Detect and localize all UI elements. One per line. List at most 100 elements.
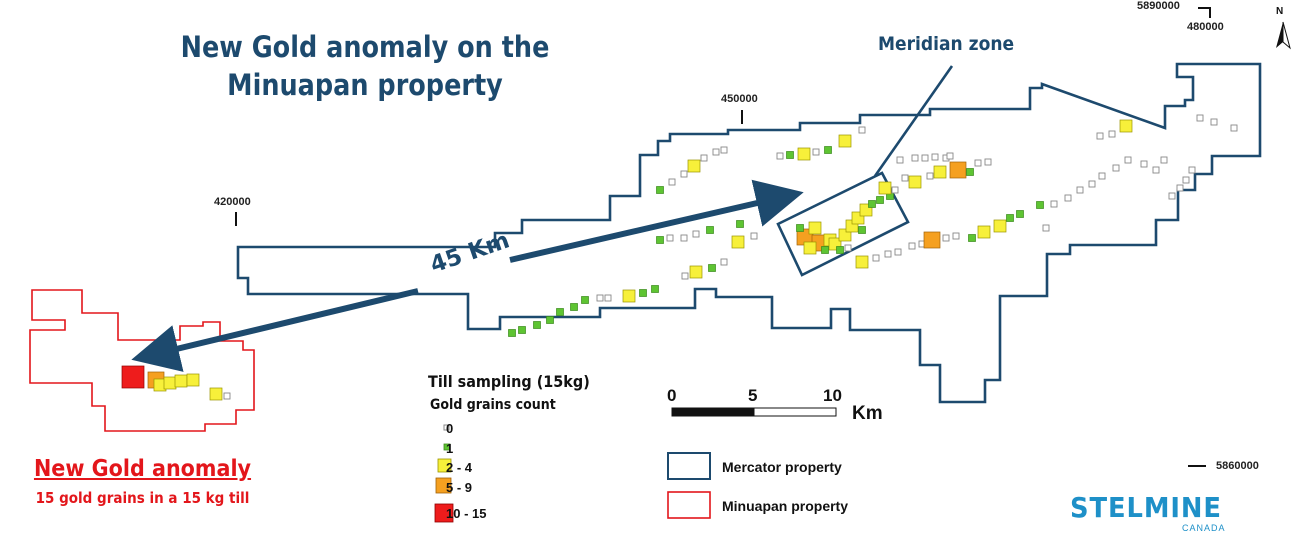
till-sample-6 [209, 387, 223, 401]
till-sample-106 [1168, 192, 1176, 200]
map-title-line2: Minuapan property [227, 68, 503, 102]
distance-arrow-left [131, 288, 419, 372]
legend-label-4: 10 - 15 [446, 506, 487, 521]
till-sample-65 [891, 186, 899, 194]
till-sample-109 [1188, 166, 1196, 174]
till-sample-79 [984, 158, 992, 166]
till-sample-28 [680, 234, 688, 242]
till-sample-104 [1152, 166, 1160, 174]
till-sample-112 [1119, 119, 1133, 133]
till-sample-81 [872, 254, 880, 262]
till-sample-92 [1006, 214, 1014, 222]
till-sample-82 [884, 250, 892, 258]
legend-label-1: 1 [446, 441, 454, 456]
northing-top-label: 5890000 [1137, 0, 1180, 12]
till-sample-16 [604, 294, 612, 302]
till-sample-42 [812, 148, 820, 156]
till-sample-13 [570, 303, 578, 311]
till-sample-44 [838, 134, 852, 148]
till-sample-90 [977, 225, 991, 239]
till-sample-61 [876, 196, 884, 204]
till-sample-105 [1160, 156, 1168, 164]
till-sample-12 [556, 308, 564, 316]
legend-symbol-0 [443, 424, 450, 431]
legend-label-0: 0 [446, 421, 454, 436]
till-sample-95 [1042, 224, 1050, 232]
map-title: New Gold anomaly on the Minuapan propert… [176, 28, 554, 104]
till-sample-15 [596, 294, 604, 302]
map-title-line1: New Gold anomaly on the [180, 30, 550, 64]
meridian-zone-label: Meridian zone [878, 33, 1015, 55]
till-sample-23 [720, 258, 728, 266]
scale-tick-0: 0 [667, 386, 677, 405]
till-sample-3 [163, 376, 177, 390]
stelmine-logo-sub: CANADA [1182, 523, 1226, 533]
northing-bottom-label: 5860000 [1216, 460, 1259, 472]
till-sample-18 [639, 289, 647, 297]
till-sample-33 [668, 178, 676, 186]
till-sample-78 [974, 159, 982, 167]
till-sample-98 [1076, 186, 1084, 194]
till-sample-76 [931, 153, 939, 161]
till-sample-29 [656, 236, 664, 244]
scale-tick-5: 5 [748, 386, 758, 405]
till-sample-47 [808, 221, 822, 235]
till-sample-67 [908, 175, 922, 189]
scale-unit: Km [852, 403, 883, 424]
legend-minuapan-label: Minuapan property [722, 498, 849, 514]
till-sample-11 [546, 316, 554, 324]
till-sample-74 [911, 154, 919, 162]
till-sample-34 [680, 170, 688, 178]
till-sample-19 [651, 285, 659, 293]
scale-tick-10: 10 [823, 386, 842, 405]
till-sample-21 [689, 265, 703, 279]
legend-mercator-label: Mercator property [722, 459, 842, 475]
till-sample-22 [708, 264, 716, 272]
till-sample-58 [803, 241, 817, 255]
anomaly-title: New Gold anomaly [33, 456, 252, 482]
till-sample-93 [1016, 210, 1024, 218]
till-sample-87 [942, 234, 950, 242]
till-sample-102 [1124, 156, 1132, 164]
till-sample-80 [855, 255, 869, 269]
till-sample-25 [750, 232, 758, 240]
till-sample-24 [731, 235, 745, 249]
till-sample-71 [949, 161, 967, 179]
till-sample-64 [878, 181, 892, 195]
legend-symbol-3 [435, 477, 452, 494]
till-sample-73 [896, 156, 904, 164]
till-sample-5 [186, 373, 200, 387]
north-label: N [1276, 6, 1284, 17]
till-sample-40 [786, 151, 794, 159]
till-sample-55 [868, 200, 876, 208]
till-sample-8 [508, 329, 516, 337]
mercator-property-outline [236, 62, 1262, 404]
till-sample-83 [894, 248, 902, 256]
legend-symbol-4 [434, 503, 454, 523]
legend-symbol-1 [443, 443, 451, 451]
till-sample-45 [858, 126, 866, 134]
easting-top-label: 480000 [1187, 21, 1224, 33]
till-sample-7 [223, 392, 231, 400]
till-sample-103 [1140, 160, 1148, 168]
till-sample-97 [1064, 194, 1072, 202]
till-sample-39 [776, 152, 784, 160]
scale-bar [671, 407, 837, 417]
legend-title: Till sampling (15kg) [428, 372, 590, 391]
till-sample-111 [1108, 130, 1116, 138]
legend-mercator-swatch [667, 452, 711, 480]
easting-mid-label: 450000 [721, 93, 758, 105]
till-sample-56 [858, 226, 866, 234]
till-sample-107 [1176, 184, 1184, 192]
till-sample-91 [993, 219, 1007, 233]
till-sample-57 [796, 224, 804, 232]
till-sample-114 [1210, 118, 1218, 126]
easting-left-label: 420000 [214, 196, 251, 208]
till-sample-9 [518, 326, 526, 334]
till-sample-60 [836, 246, 844, 254]
till-sample-32 [656, 186, 664, 194]
till-sample-41 [797, 147, 811, 161]
till-sample-72 [966, 168, 974, 176]
till-sample-115 [1230, 124, 1238, 132]
till-sample-88 [952, 232, 960, 240]
